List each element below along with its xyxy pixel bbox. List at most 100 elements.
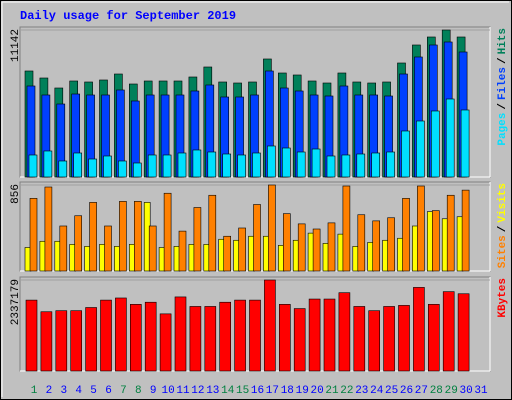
bar (356, 153, 366, 178)
bar (417, 185, 425, 272)
y-tick-label: 856 (10, 184, 22, 204)
bar (89, 202, 97, 272)
bar (461, 189, 470, 272)
legend: Pages / Files / Hits (497, 28, 509, 146)
bar (204, 306, 217, 372)
bar (312, 228, 321, 272)
bar (44, 186, 53, 272)
bar (133, 162, 142, 178)
bar (368, 310, 381, 372)
bar (383, 306, 395, 372)
bar (29, 198, 38, 272)
legend-entry: Sites (497, 235, 509, 268)
bar (267, 145, 276, 178)
x-tick-label: 7 (120, 385, 127, 397)
x-tick-label: 23 (355, 385, 368, 397)
x-tick-label: 9 (150, 385, 157, 397)
x-tick-label: 8 (135, 385, 142, 397)
y-tick-label: 2337179 (10, 279, 22, 325)
bar (238, 227, 246, 272)
bar (70, 310, 82, 372)
bar (118, 160, 127, 178)
bar (457, 293, 470, 372)
x-tick-label: 21 (325, 385, 339, 397)
bar (237, 154, 246, 178)
chart-title: Daily usage for September 2019 (20, 9, 236, 23)
legend-separator: / (497, 103, 509, 110)
x-tick-label: 29 (445, 385, 458, 397)
y-tick-label: 11142 (10, 29, 22, 62)
bar (431, 210, 440, 272)
bar (207, 151, 217, 178)
bar (193, 207, 202, 272)
bar (74, 215, 82, 272)
bar (88, 158, 97, 178)
bar (326, 155, 336, 178)
bar (357, 214, 366, 272)
bar (353, 306, 366, 372)
x-tick-label: 12 (191, 385, 204, 397)
bar (222, 153, 231, 178)
bar (147, 154, 157, 178)
bar (386, 151, 395, 178)
bar (311, 148, 321, 178)
x-tick-label: 18 (281, 385, 294, 397)
legend-entry: KBytes (497, 278, 509, 318)
x-tick-label: 13 (206, 385, 219, 397)
x-tick-label: 3 (60, 385, 67, 397)
bar (342, 185, 351, 272)
bar (387, 217, 395, 272)
bar (402, 198, 410, 272)
bar (278, 304, 291, 372)
x-tick-label: 6 (105, 385, 112, 397)
legend-entry: Hits (497, 28, 509, 54)
legend-entry: Files (497, 67, 509, 100)
bar (296, 151, 306, 178)
bar (308, 298, 321, 372)
bar (58, 160, 68, 178)
bar (341, 154, 351, 178)
bar (446, 194, 455, 272)
x-tick-label: 31 (474, 385, 488, 397)
bar (177, 152, 187, 178)
bar (43, 150, 53, 178)
bar (372, 220, 381, 272)
x-tick-label: 2 (46, 385, 53, 397)
bar (192, 149, 202, 178)
bar (460, 109, 470, 178)
bar (115, 297, 127, 372)
legend-entry: Visits (497, 183, 509, 223)
bar (85, 307, 97, 372)
bar (323, 298, 336, 372)
x-tick-label: 30 (459, 385, 472, 397)
bar (25, 299, 38, 372)
bar (282, 213, 291, 272)
legend: Sites / Visits (497, 183, 509, 268)
bar (219, 301, 231, 372)
legend: KBytes (497, 278, 509, 318)
bar (189, 306, 202, 372)
bar (28, 154, 38, 178)
bar (252, 152, 261, 178)
bar (119, 201, 127, 272)
bar (416, 120, 425, 178)
x-tick-label: 24 (370, 385, 384, 397)
legend-separator: / (497, 57, 509, 64)
x-tick-label: 27 (415, 385, 428, 397)
bar (144, 301, 157, 372)
bar (338, 292, 351, 372)
bar (174, 296, 187, 372)
bar (134, 201, 142, 272)
x-tick-label: 14 (221, 385, 235, 397)
bar (413, 287, 425, 372)
bar (103, 155, 112, 178)
bar (371, 152, 381, 178)
bar (430, 110, 440, 178)
x-tick-label: 16 (251, 385, 264, 397)
bar (104, 225, 112, 272)
bar (264, 279, 276, 372)
bar (163, 192, 172, 272)
x-tick-label: 4 (75, 385, 82, 397)
bar (268, 184, 276, 272)
bar (398, 305, 410, 372)
